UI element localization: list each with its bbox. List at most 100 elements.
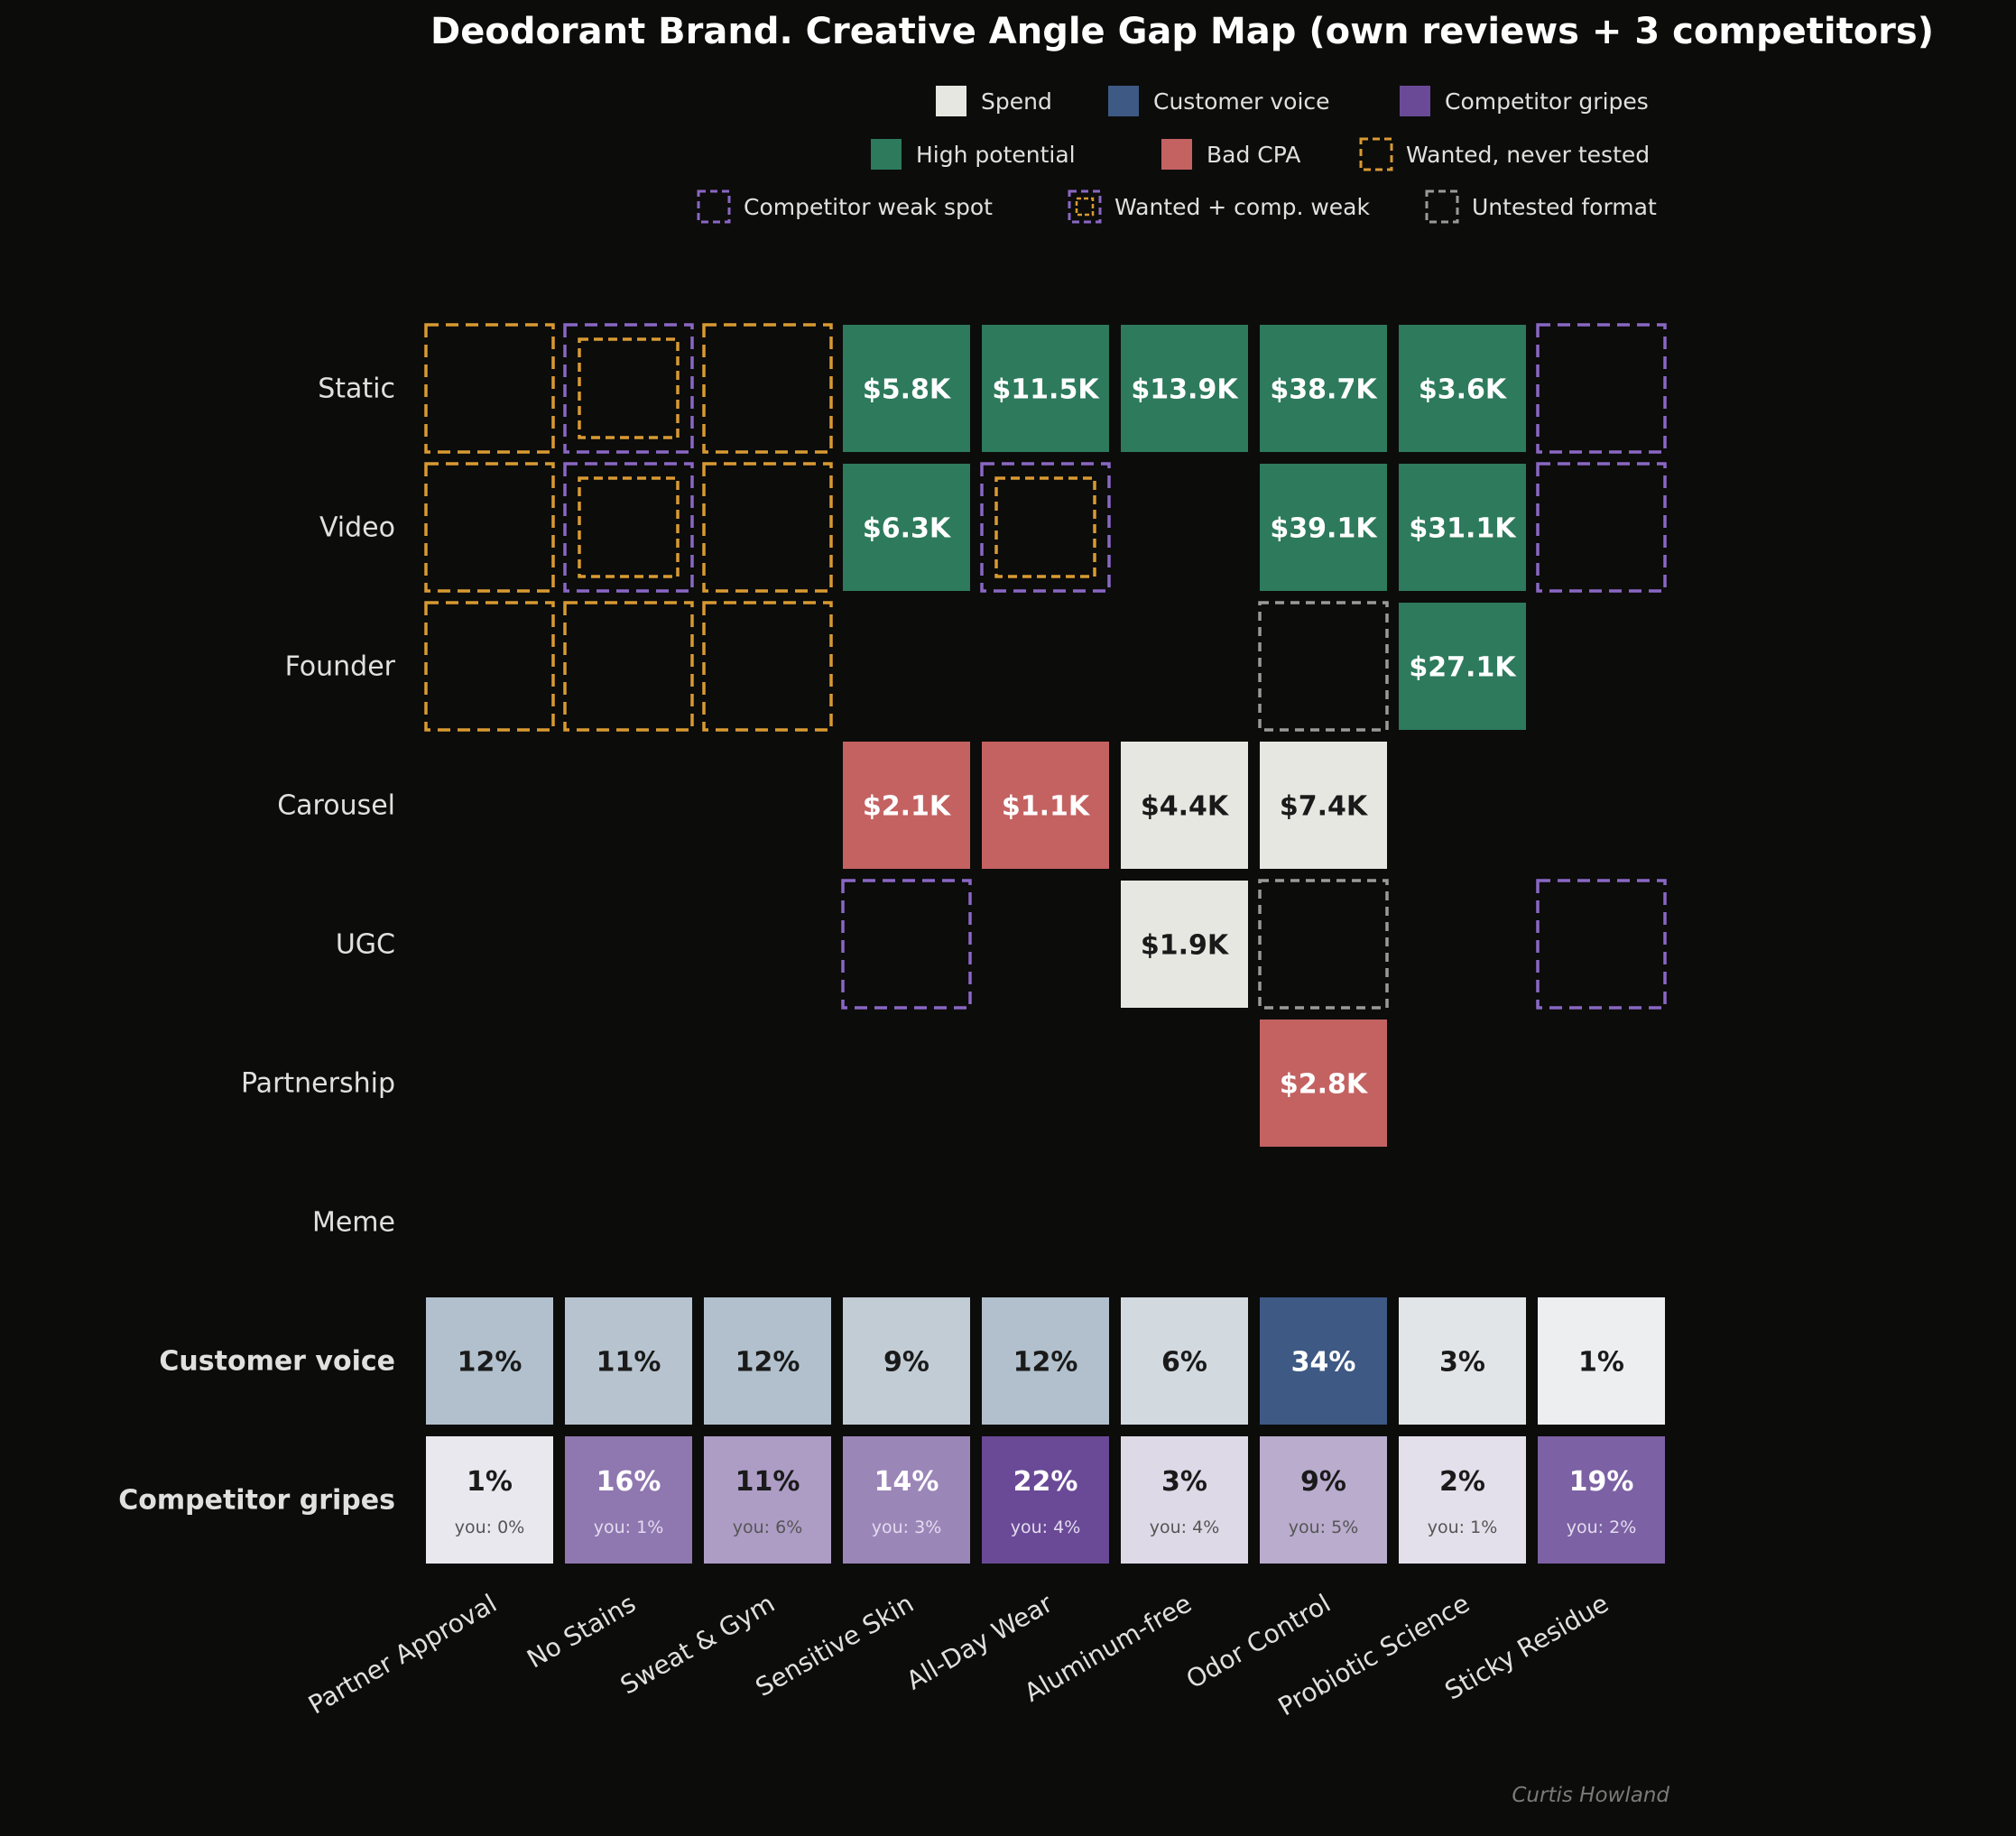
gripe-you-8: you: 2% <box>1567 1518 1637 1537</box>
voice-value-4: 12% <box>1013 1347 1078 1379</box>
gripe-cell-0 <box>426 1436 553 1564</box>
legend-label-3: High potential <box>916 142 1076 168</box>
voice-value-0: 12% <box>458 1347 522 1379</box>
legend: Spend Customer voice Competitor gripes High… <box>697 86 1657 224</box>
gripe-cell-3 <box>843 1436 970 1564</box>
cell-0-4-label: $11.5K <box>992 374 1100 406</box>
gripe-cell-8 <box>1538 1436 1665 1564</box>
cell-0-7 <box>1399 325 1526 452</box>
voice-cell-6 <box>1260 1297 1387 1425</box>
gripe-value-1: 16% <box>596 1466 661 1498</box>
row-label-carousel: Carousel <box>277 790 395 822</box>
gripe-value-6: 9% <box>1300 1466 1346 1498</box>
cell-1-4 <box>980 462 1111 593</box>
gripe-you-6: you: 5% <box>1289 1518 1359 1537</box>
legend-swatch-5 <box>1359 137 1393 171</box>
legend-swatch-0 <box>936 86 966 116</box>
row-label-ugc: UGC <box>336 929 395 961</box>
row-label-founder: Founder <box>285 651 396 683</box>
voice-value-5: 6% <box>1161 1347 1207 1379</box>
cell-0-6-label: $38.7K <box>1270 374 1378 406</box>
legend-label-7: Wanted + comp. weak <box>1114 194 1370 220</box>
legend-label-4: Bad CPA <box>1207 142 1300 168</box>
cell-3-3-label: $2.1K <box>863 791 952 823</box>
voice-cell-0 <box>426 1297 553 1425</box>
cell-4-6 <box>1258 879 1389 1010</box>
gripe-you-7: you: 1% <box>1428 1518 1498 1537</box>
cell-3-4 <box>982 742 1109 869</box>
credit-text: Curtis Howland <box>1512 1784 1669 1807</box>
cell-1-7 <box>1399 464 1526 591</box>
cell-0-4 <box>982 325 1109 452</box>
cell-2-7-label: $27.1K <box>1409 652 1517 684</box>
legend-label-8: Untested format <box>1472 194 1657 220</box>
cell-1-8 <box>1536 462 1667 593</box>
cell-0-0 <box>424 323 555 454</box>
gripe-you-0: you: 0% <box>455 1518 525 1537</box>
cell-4-5 <box>1121 881 1248 1008</box>
legend-label-1: Customer voice <box>1153 88 1330 115</box>
gripe-value-5: 3% <box>1161 1466 1207 1498</box>
legend-swatch-7-inner <box>1075 197 1095 217</box>
chart-title: Deodorant Brand. Creative Angle Gap Map … <box>430 11 1934 52</box>
row-label-competitor-gripes: Competitor gripes <box>118 1485 395 1517</box>
cell-2-1 <box>563 601 694 732</box>
cell-0-5 <box>1121 325 1248 452</box>
legend-label-6: Competitor weak spot <box>744 194 993 220</box>
legend-label-2: Competitor gripes <box>1445 88 1649 115</box>
row-label-partnership: Partnership <box>241 1068 395 1100</box>
gripe-cell-7 <box>1399 1436 1526 1564</box>
gripe-value-4: 22% <box>1013 1466 1078 1498</box>
cell-1-1-inner <box>578 476 680 578</box>
cell-3-5 <box>1121 742 1248 869</box>
voice-cell-3 <box>843 1297 970 1425</box>
voice-cell-2 <box>704 1297 831 1425</box>
gripe-you-5: you: 4% <box>1150 1518 1220 1537</box>
gripe-cell-4 <box>982 1436 1109 1564</box>
voice-value-7: 3% <box>1439 1347 1485 1379</box>
legend-swatch-1 <box>1108 86 1139 116</box>
voice-cell-5 <box>1121 1297 1248 1425</box>
gripe-you-4: you: 4% <box>1011 1518 1081 1537</box>
gripe-cell-2 <box>704 1436 831 1564</box>
cell-2-0 <box>424 601 555 732</box>
row-label-meme: Meme <box>312 1207 395 1239</box>
gripe-value-3: 14% <box>874 1466 939 1498</box>
cell-5-6 <box>1260 1019 1387 1147</box>
cell-1-6 <box>1260 464 1387 591</box>
column-label-1: No Stains <box>522 1588 641 1674</box>
cell-2-6 <box>1258 601 1389 732</box>
voice-cell-1 <box>565 1297 692 1425</box>
voice-cell-7 <box>1399 1297 1526 1425</box>
voice-value-2: 12% <box>735 1347 800 1379</box>
legend-swatch-7 <box>1068 189 1102 224</box>
row-labels: Static Video Founder Carousel UGC Partnership… <box>118 374 395 1517</box>
cell-1-3 <box>843 464 970 591</box>
cell-1-7-label: $31.1K <box>1409 513 1517 545</box>
gripe-you-2: you: 6% <box>733 1518 803 1537</box>
gripe-you-3: you: 3% <box>872 1518 942 1537</box>
cell-1-1 <box>563 462 694 593</box>
legend-label-0: Spend <box>981 88 1052 115</box>
cell-3-6 <box>1260 742 1387 869</box>
voice-cell-4 <box>982 1297 1109 1425</box>
voice-value-1: 11% <box>596 1347 661 1379</box>
gripe-value-7: 2% <box>1439 1466 1485 1498</box>
cell-0-1-inner <box>578 337 680 439</box>
cell-1-3-label: $6.3K <box>863 513 952 545</box>
cell-3-5-label: $4.4K <box>1141 791 1230 823</box>
cell-2-7 <box>1399 603 1526 730</box>
cell-3-6-label: $7.4K <box>1280 791 1369 823</box>
voice-value-6: 34% <box>1291 1347 1356 1379</box>
legend-label-5: Wanted, never tested <box>1406 142 1650 168</box>
cell-0-2 <box>702 323 833 454</box>
gripe-value-2: 11% <box>735 1466 800 1498</box>
row-label-video: Video <box>319 512 395 544</box>
column-label-3: Sensitive Skin <box>751 1588 919 1702</box>
cell-4-5-label: $1.9K <box>1141 930 1230 962</box>
cell-0-6 <box>1260 325 1387 452</box>
cell-4-8 <box>1536 879 1667 1010</box>
cell-2-2 <box>702 601 833 732</box>
gripe-cell-5 <box>1121 1436 1248 1564</box>
voice-value-8: 1% <box>1578 1347 1624 1379</box>
